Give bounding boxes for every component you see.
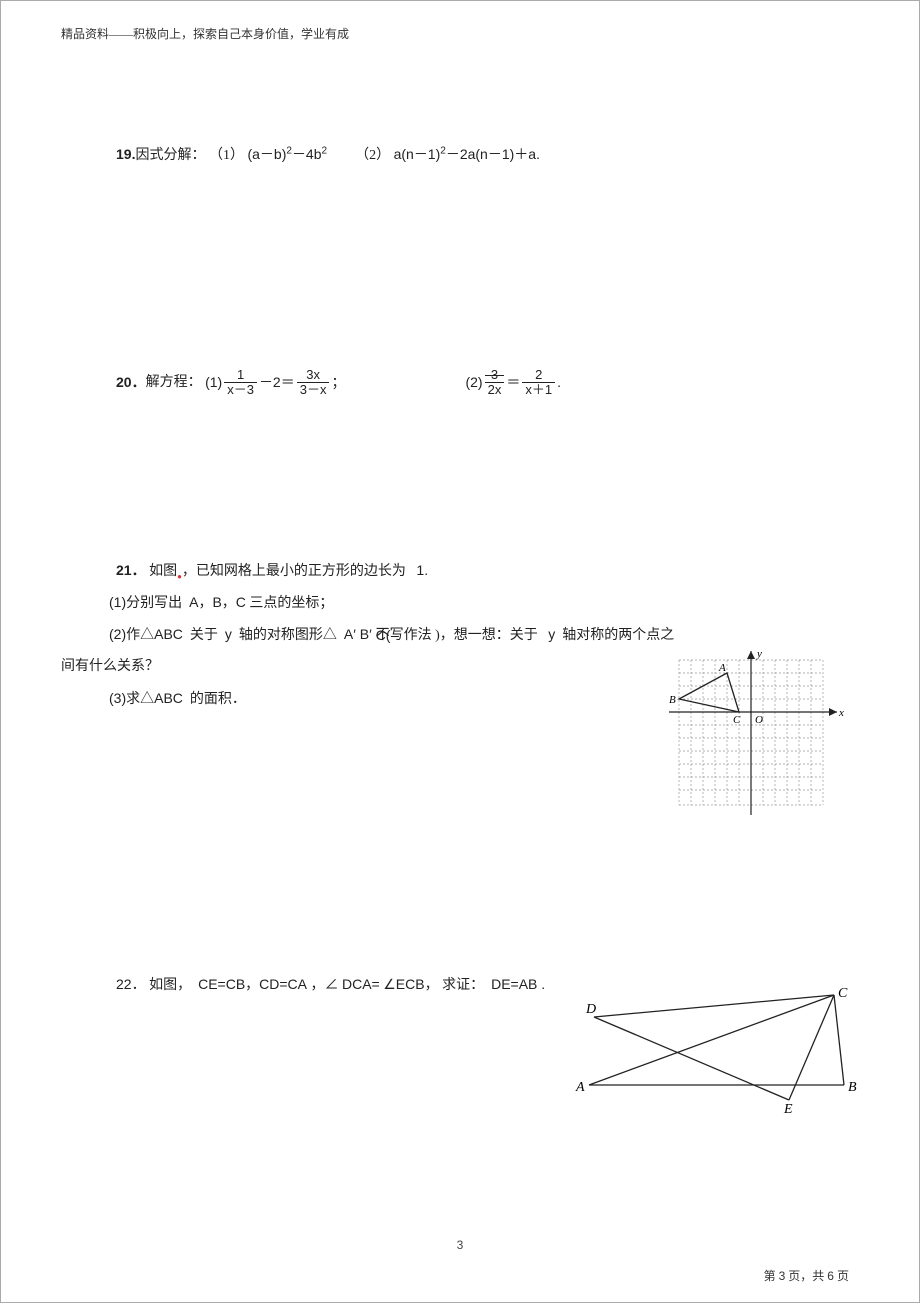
svg-text:B: B bbox=[669, 694, 676, 706]
p21-sub2c: 轴的对称图形△ bbox=[239, 628, 337, 643]
label-20: 20． bbox=[116, 370, 146, 395]
triangle-figure: D C A B E bbox=[564, 985, 864, 1115]
svg-text:O: O bbox=[755, 714, 763, 726]
svg-text:y: y bbox=[756, 648, 762, 660]
svg-text:x: x bbox=[838, 707, 844, 719]
p20-eq2-eq: ＝ bbox=[506, 370, 520, 395]
svg-text:A: A bbox=[718, 662, 726, 674]
p22-qz: 求证： bbox=[442, 978, 484, 993]
problem-19: 19.因式分解： （1） (a－b)2－4b2 （2） a(n－1)2－2a(n… bbox=[116, 142, 859, 168]
f3d: 2x bbox=[485, 383, 505, 397]
p21-l1b: ，已知网格上最小的正方形的边长为 bbox=[182, 564, 406, 579]
p21-sub2mid: 关于 bbox=[190, 628, 218, 643]
grid-figure: A B C O x y bbox=[659, 645, 849, 825]
p20-eq1-op: －2＝ bbox=[259, 370, 295, 395]
p21-aprime: A′ B′ bbox=[344, 626, 376, 642]
svg-text:C: C bbox=[838, 986, 848, 1001]
svg-text:E: E bbox=[783, 1102, 793, 1115]
svg-text:B: B bbox=[848, 1080, 857, 1095]
p19-part1-a: (a－b) bbox=[247, 146, 286, 162]
p20-eq1: (1) 1x－3 －2＝ 3x3－x ； bbox=[205, 368, 345, 398]
p19-part2-label: （2） bbox=[355, 148, 390, 163]
p21-sub3: (3)求△ABC bbox=[109, 690, 183, 706]
p19-part1-label: （1） bbox=[209, 148, 244, 163]
f4n: 2 bbox=[522, 368, 555, 383]
p22-eq4: DE=AB . bbox=[491, 976, 545, 992]
page-number-center: 3 bbox=[1, 1238, 919, 1252]
p19-part2-mid: －2a(n－1)＋a. bbox=[446, 146, 540, 162]
p21-abc: A，B，C bbox=[189, 594, 246, 610]
p21-sub2tail: 轴对称的两个点之 bbox=[562, 628, 674, 643]
p19-part1-mid: －4b bbox=[292, 146, 322, 162]
p19-part2-a: a(n－1) bbox=[394, 146, 441, 162]
label-22: 22． bbox=[116, 976, 146, 992]
p21-y1: y bbox=[225, 626, 232, 642]
label-21: 21． bbox=[116, 562, 146, 578]
problem-20: 20． 解方程： (1) 1x－3 －2＝ 3x3－x ； (2) 32x ＝ … bbox=[116, 368, 859, 398]
f1d: x－3 bbox=[224, 383, 257, 397]
p20-eq1-prefix: (1) bbox=[205, 370, 222, 395]
p21-sub2a: (2)作△ABC bbox=[109, 626, 183, 642]
p22-eq3: ECB， bbox=[396, 976, 439, 992]
page-number-right: 第 3 页，共 6 页 bbox=[764, 1267, 849, 1284]
p22-eq2: DCA= bbox=[342, 976, 380, 992]
svg-text:C: C bbox=[733, 714, 741, 726]
p21-sub1: (1)分别写出 bbox=[109, 594, 182, 610]
svg-text:D: D bbox=[585, 1002, 596, 1017]
p19-lead: 因式分解： bbox=[135, 148, 205, 163]
label-19: 19. bbox=[116, 146, 135, 162]
p20-eq2: (2) 32x ＝ 2x＋1 . bbox=[465, 368, 560, 398]
p20-eq1-semi: ； bbox=[331, 370, 345, 395]
p21-l1a: 如图 bbox=[149, 564, 177, 579]
p20-eq2-dot: . bbox=[557, 370, 561, 395]
p22-body: 如图， bbox=[149, 978, 191, 993]
p22-ang: ∠ bbox=[383, 978, 396, 993]
p21-sub3-tail: 的面积． bbox=[190, 692, 246, 707]
p21-one: 1. bbox=[416, 562, 428, 578]
f3n: 3 bbox=[485, 368, 505, 383]
p21-sub1-tail: 三点的坐标； bbox=[249, 596, 333, 611]
p20-eq2-prefix: (2) bbox=[465, 370, 482, 395]
p22-eq1: CE=CB，CD=CA bbox=[198, 976, 307, 992]
f2n: 3x bbox=[297, 368, 330, 383]
sup-2b: 2 bbox=[322, 145, 328, 156]
svg-text:A: A bbox=[575, 1080, 585, 1095]
f1n: 1 bbox=[224, 368, 257, 383]
p21-sub2e: 不写作法 )，想一想：关于 bbox=[376, 628, 538, 643]
p20-lead: 解方程： bbox=[146, 370, 202, 395]
p21-y2: y bbox=[548, 626, 555, 642]
f4d: x＋1 bbox=[522, 383, 555, 397]
p22-mid: ，∠ bbox=[311, 978, 339, 993]
page-header: 精品资料——积极向上，探索自己本身价值，学业有成 bbox=[61, 25, 859, 42]
f2d: 3－x bbox=[297, 383, 330, 397]
